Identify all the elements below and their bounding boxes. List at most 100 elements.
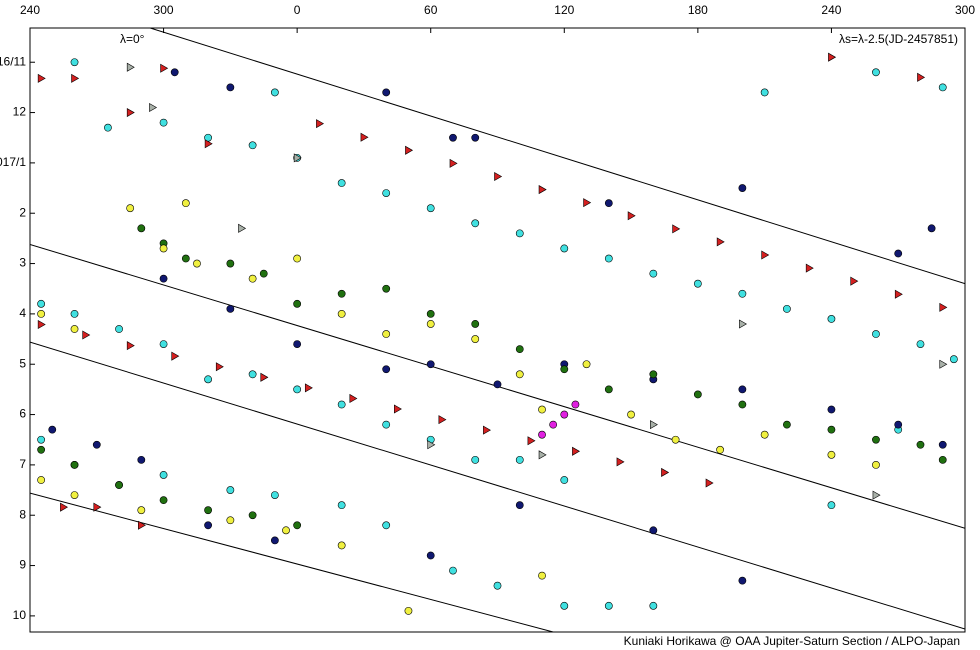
points [37,52,958,615]
point [426,360,435,369]
point [783,304,791,313]
x-tick-label: 0 [294,3,301,17]
point [827,450,836,459]
point [70,325,79,333]
x-tick-label: 180 [688,3,708,17]
point [248,141,257,150]
triangle-point [82,330,91,340]
point [426,204,435,213]
point [137,506,146,515]
point [426,551,435,560]
triangle-point [672,224,681,234]
point [137,224,146,233]
point [159,471,168,479]
x-tick-label: 240 [821,3,841,17]
point [226,83,235,92]
point [382,330,391,338]
point [115,481,123,489]
point [716,445,725,454]
point [204,506,212,515]
point [783,420,791,429]
point [337,541,346,550]
triangle-point [650,420,658,430]
triangle-point [360,132,369,142]
point [70,491,79,499]
x-tick-label: 240 [20,3,40,17]
point [449,133,457,142]
plot-area [29,27,966,633]
triangle-point [171,351,180,361]
point [627,410,635,419]
triangle-point [60,502,68,512]
point [382,88,391,97]
point [471,219,480,228]
x-tick-label: 300 [955,3,975,17]
point [827,405,836,414]
point [337,289,346,298]
triangle-point [316,119,325,129]
triangle-point [527,436,536,446]
point [515,229,524,238]
point [382,420,391,429]
triangle-point [939,359,948,369]
reference-line [30,492,554,632]
triangle-point [716,237,725,247]
y-tick-label: 2017/1 [0,155,26,169]
triangle-point [126,62,135,72]
point [582,360,591,369]
point [827,315,836,323]
point [560,365,569,374]
point [159,496,168,505]
point [282,526,290,535]
credit: Kuniaki Horikawa @ OAA Jupiter-Saturn Se… [624,634,960,648]
y-tick-label: 12 [13,105,27,119]
triangle-point [538,450,547,460]
point [115,325,123,333]
point [170,68,179,77]
point [515,370,524,379]
point [538,405,546,414]
annotation: λs=λ-2.5(JD-2457851) [839,32,958,46]
point [181,254,190,263]
triangle-point [917,72,926,82]
triangle-point [661,467,670,477]
point [760,430,769,439]
triangle-point [894,289,903,299]
point [671,435,680,444]
point [226,259,235,268]
triangle-point [494,171,503,182]
point [293,340,302,348]
point [872,460,880,469]
point [159,340,168,348]
triangle-point [850,276,859,286]
triangle-point [37,73,46,83]
point [404,606,413,615]
point [649,370,658,379]
triangle-point [583,198,592,208]
triangle-point [427,440,436,450]
y-tick-label: 5 [19,356,26,370]
point [471,335,480,343]
point [571,400,580,409]
point [48,425,57,434]
triangle-point [705,478,714,488]
triangle-point [872,490,881,500]
point [738,289,747,298]
triangle-point [739,319,747,329]
point [471,133,480,142]
point [738,400,747,409]
triangle-point [761,250,770,260]
point [137,455,146,464]
triangle-point [627,211,636,221]
point [560,601,569,610]
point [649,601,658,610]
point [270,88,279,97]
point [449,566,457,575]
point [337,400,346,409]
reference-lines [30,28,965,632]
y-tick-label: 6 [19,407,26,421]
point [515,455,524,464]
point [738,385,747,394]
point [604,601,613,610]
